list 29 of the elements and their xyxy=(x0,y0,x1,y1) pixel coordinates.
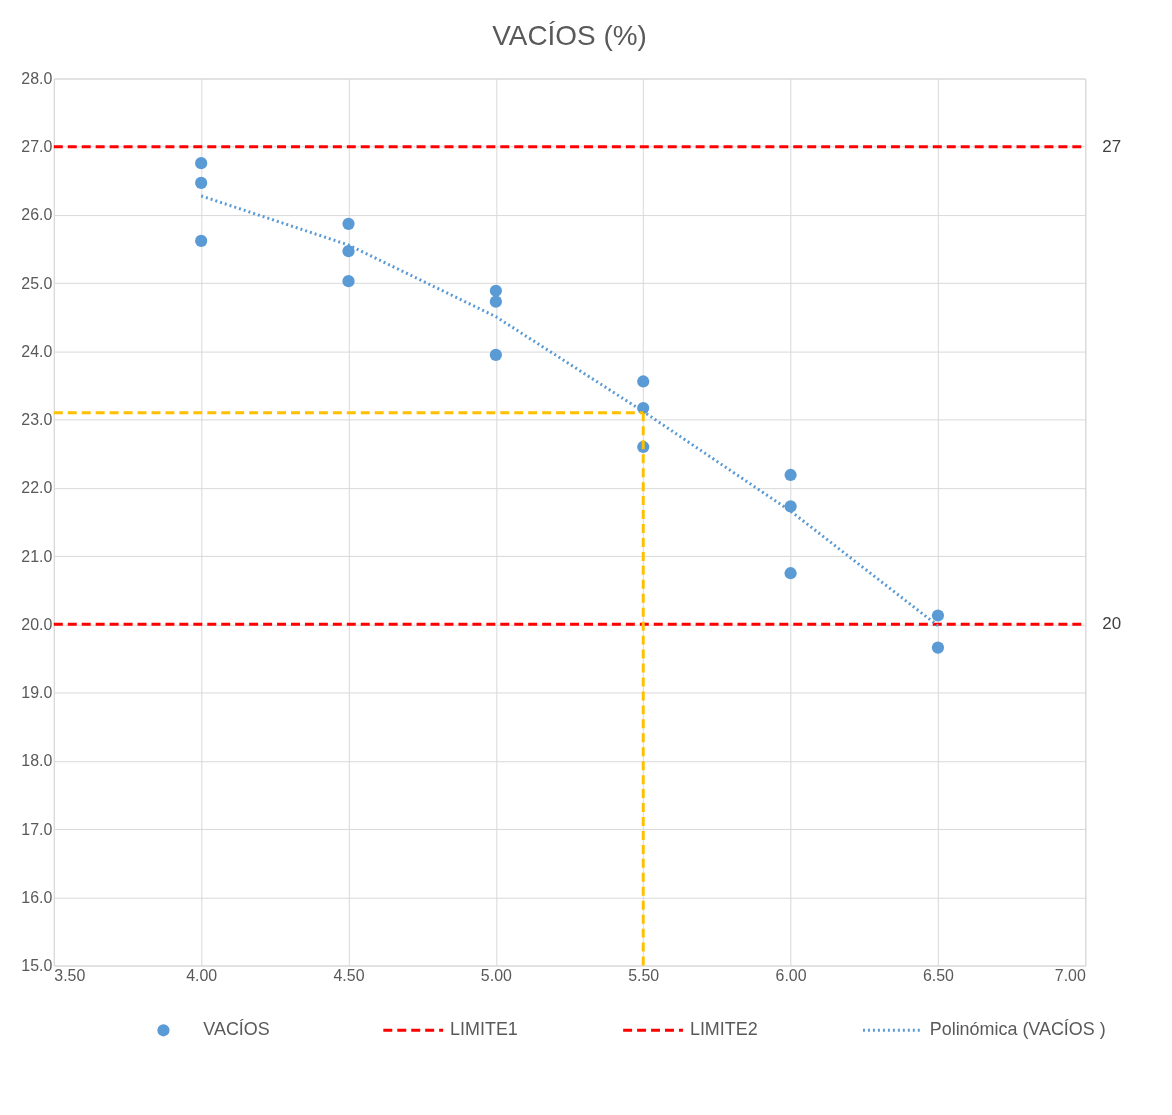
y-tick-label: 23.0 xyxy=(21,411,53,429)
y-tick-label: 15.0 xyxy=(21,956,53,974)
y-tick-label: 28.0 xyxy=(21,70,53,88)
y-tick-label: 25.0 xyxy=(21,274,53,292)
y-tick-label: 19.0 xyxy=(21,684,53,702)
y-tick-label: 22.0 xyxy=(21,479,53,497)
legend-label: LIMITE1 xyxy=(450,1019,518,1040)
x-tick-label: 6.00 xyxy=(775,966,807,984)
y-tick-label: 16.0 xyxy=(21,888,53,906)
y-tick-label: 17.0 xyxy=(21,820,53,838)
y-tick-label: 18.0 xyxy=(21,752,53,770)
data-label: 27 xyxy=(1102,136,1122,156)
x-tick-label: 4.50 xyxy=(333,966,365,984)
y-tick-label: 20.0 xyxy=(21,615,53,633)
x-tick-label: 5.00 xyxy=(480,966,513,984)
legend-label: LIMITE2 xyxy=(689,1019,758,1040)
y-tick-label: 24.0 xyxy=(21,342,53,360)
legend-label: VACÍOS xyxy=(203,1019,270,1040)
x-tick-label: 7.00 xyxy=(1054,966,1086,984)
x-tick-label: 5.50 xyxy=(628,966,660,984)
y-tick-label: 26.0 xyxy=(21,206,53,224)
chart-title: VACÍOS (%) xyxy=(492,19,647,51)
x-tick-label: 4.00 xyxy=(186,966,218,984)
x-tick-label: 6.50 xyxy=(922,966,955,984)
x-tick-label: 3.50 xyxy=(54,966,86,984)
y-tick-label: 27.0 xyxy=(21,138,53,156)
legend-label: Polinómica (VACÍOS ) xyxy=(929,1019,1106,1040)
data-label: 20 xyxy=(1102,614,1122,634)
y-tick-label: 21.0 xyxy=(21,547,53,565)
